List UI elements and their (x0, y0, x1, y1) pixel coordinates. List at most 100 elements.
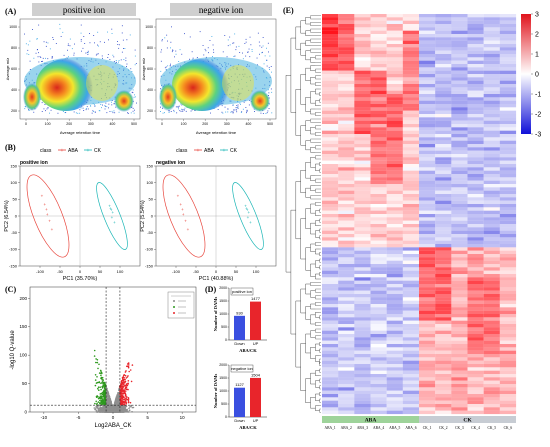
volcano-point (100, 375, 102, 377)
density-point (257, 58, 258, 59)
heatmap-cell (371, 117, 387, 120)
heatmap-cell (468, 117, 484, 120)
heatmap-cell (387, 161, 403, 164)
bar-value-label: 1477 (251, 296, 261, 301)
heatmap-cell (322, 77, 338, 80)
heatmap-cell (338, 191, 354, 194)
density-point (67, 50, 68, 51)
x-tick-label: 10 (180, 415, 186, 420)
heatmap-cell (500, 174, 516, 177)
density-point (180, 49, 181, 50)
density-point (53, 39, 54, 40)
volcano-point (125, 395, 127, 397)
volcano-point (104, 387, 106, 389)
density-point (263, 37, 264, 38)
dam-bar-charts: positive ion0500100015002000930Down1477U… (213, 286, 267, 430)
density-point (172, 50, 173, 51)
density-point (269, 56, 270, 57)
volcano-point (122, 397, 124, 399)
y-tick-label: 0 (225, 338, 227, 342)
heatmap-cell (322, 51, 338, 54)
heatmap-cell (484, 57, 500, 60)
heatmap-cell (322, 124, 338, 127)
heatmap-cell (419, 44, 435, 47)
heatmap-cell (371, 101, 387, 104)
density-point (93, 35, 94, 36)
heatmap-cell (338, 71, 354, 74)
density-point (266, 113, 267, 114)
heatmap-cell (354, 191, 370, 194)
heatmap-cell (435, 181, 451, 184)
heatmap-cell (435, 147, 451, 150)
density-point (133, 90, 134, 91)
heatmap-cell (354, 141, 370, 144)
density-point (112, 55, 113, 56)
heatmap-cell (322, 44, 338, 47)
heatmap-cell (484, 61, 500, 64)
heatmap-cell (451, 184, 467, 187)
heatmap-cell (484, 14, 500, 17)
volcano-point (103, 385, 105, 387)
heatmap-cell (468, 161, 484, 164)
density-point (130, 35, 131, 36)
volcano-point (94, 355, 96, 357)
density-point (32, 29, 33, 30)
heatmap-cell (419, 144, 435, 147)
bar-category-label: UP (253, 341, 259, 346)
heatmap-cell (419, 204, 435, 207)
dam-bar-chart-negative: negative ion05001000150020001127Down1504… (213, 363, 267, 430)
heatmap-cell (500, 87, 516, 90)
heatmap-cell (435, 117, 451, 120)
heatmap-cell (500, 54, 516, 57)
heatmap-cell (500, 34, 516, 37)
volcano-point (103, 393, 105, 395)
y-tick-label: 600 (11, 67, 17, 71)
heatmap-cell (322, 144, 338, 147)
pos-pca-y-label: PC2 (6.54%) (4, 200, 10, 232)
density-point (271, 72, 272, 73)
heatmap-cell (435, 124, 451, 127)
heatmap-cell (500, 51, 516, 54)
volcano-point (97, 368, 99, 370)
density-point (46, 42, 47, 43)
heatmap-cell (468, 167, 484, 170)
heatmap-cell (500, 127, 516, 130)
heatmap-cell (371, 177, 387, 180)
heatmap-cell (435, 64, 451, 67)
heatmap-cell (338, 154, 354, 157)
heatmap-cell (322, 154, 338, 157)
volcano-legend-red-dot (173, 312, 175, 314)
heatmap-cell (371, 31, 387, 34)
density-point (86, 109, 87, 110)
volcano-point (105, 387, 107, 389)
density-point (121, 59, 122, 60)
heatmap-cell (354, 177, 370, 180)
density-point (181, 111, 182, 112)
heatmap-cell (371, 121, 387, 124)
heatmap-cell (468, 114, 484, 117)
density-point (27, 53, 28, 54)
row-dendrogram (286, 16, 321, 413)
density-point (116, 62, 117, 63)
heatmap-cell (451, 191, 467, 194)
heatmap-cell (322, 174, 338, 177)
heatmap-cell (435, 34, 451, 37)
density-late (114, 90, 134, 112)
heatmap-cell (419, 104, 435, 107)
density-point (135, 56, 136, 57)
density-point (225, 107, 226, 108)
pos-legend-ck: CK (94, 148, 102, 154)
volcano-point (114, 410, 116, 412)
heatmap-cell (500, 201, 516, 204)
heatmap-cell (403, 164, 419, 167)
pos-x-label: Average retention time (60, 130, 101, 135)
volcano-point (122, 395, 124, 397)
heatmap-cell (403, 187, 419, 190)
y-tick-label: 200 (147, 109, 153, 113)
bar-chart-x-label: ABA/CK (239, 425, 257, 430)
heatmap-cell (322, 177, 338, 180)
heatmap-cell (322, 111, 338, 114)
volcano-point (113, 408, 115, 410)
density-point (36, 53, 37, 54)
